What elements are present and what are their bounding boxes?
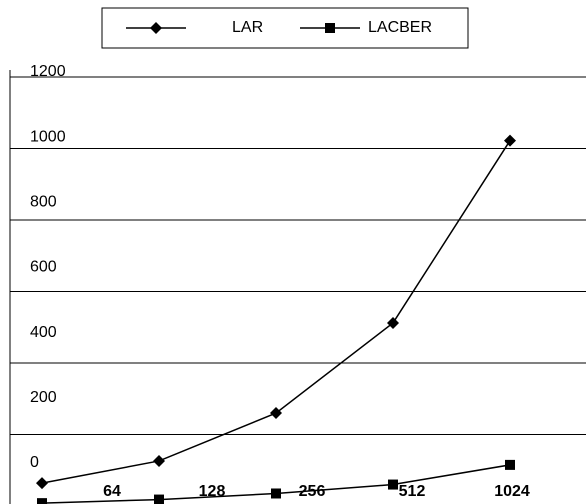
y-tick-label: 1200 <box>30 63 66 80</box>
legend-label: LAR <box>232 19 263 36</box>
point <box>271 488 281 499</box>
x-tick-label: 256 <box>299 483 326 500</box>
y-tick-label: 400 <box>30 324 57 341</box>
legend-label: LACBER <box>368 19 432 36</box>
x-tick-label: 512 <box>399 483 426 500</box>
point <box>505 459 515 470</box>
point <box>37 498 47 504</box>
series-line <box>41 140 511 484</box>
y-tick-label: 1000 <box>30 128 66 145</box>
y-tick-label: 200 <box>30 389 57 406</box>
point <box>504 134 516 147</box>
point <box>387 316 399 329</box>
point <box>388 479 398 490</box>
point <box>270 407 282 420</box>
y-tick-label: 0 <box>30 454 39 471</box>
y-tick-label: 600 <box>30 259 57 276</box>
x-tick-label: 1024 <box>494 483 530 500</box>
point <box>154 494 164 504</box>
y-tick-label: 800 <box>30 194 57 211</box>
point <box>150 22 162 34</box>
point <box>153 454 165 467</box>
point <box>36 477 48 490</box>
x-tick-label: 64 <box>103 483 121 500</box>
point <box>325 23 335 33</box>
